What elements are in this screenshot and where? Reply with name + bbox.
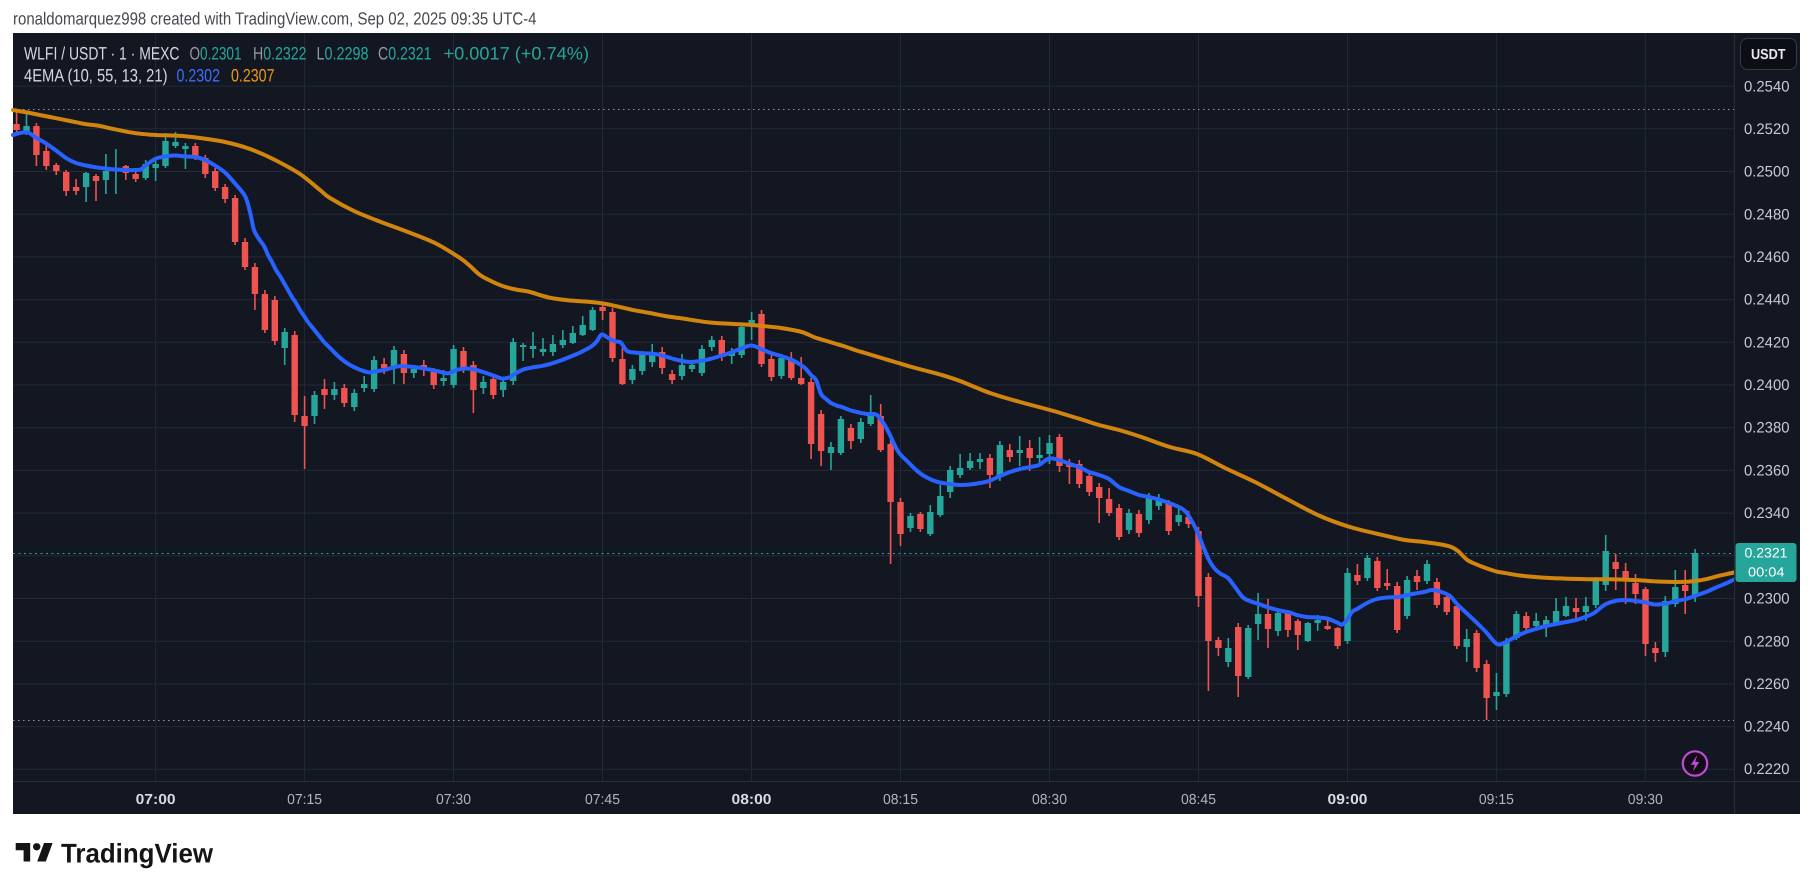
svg-text:L0.2298: L0.2298 [317,44,369,64]
svg-text:07:45: 07:45 [585,792,620,808]
svg-text:4EMA (10, 55, 13, 21): 4EMA (10, 55, 13, 21) [24,66,168,86]
svg-text:+0.0017 (+0.74%): +0.0017 (+0.74%) [444,44,590,64]
svg-text:0.2360: 0.2360 [1744,463,1790,480]
svg-text:O0.2301: O0.2301 [190,44,242,64]
svg-text:09:30: 09:30 [1628,792,1663,808]
svg-text:0.2280: 0.2280 [1744,634,1790,651]
svg-text:H0.2322: H0.2322 [253,44,307,64]
svg-text:WLFI / USDT · 1 · MEXC: WLFI / USDT · 1 · MEXC [24,44,180,64]
svg-text:0.2380: 0.2380 [1744,420,1790,437]
svg-text:0.2400: 0.2400 [1744,377,1790,394]
svg-text:0.2460: 0.2460 [1744,249,1790,266]
svg-text:0.2440: 0.2440 [1744,292,1790,309]
svg-text:07:00: 07:00 [136,792,176,808]
svg-text:0.2307: 0.2307 [231,66,275,86]
svg-text:0.2340: 0.2340 [1744,505,1790,522]
svg-text:0.2520: 0.2520 [1744,121,1790,138]
svg-text:TradingView: TradingView [61,839,214,869]
svg-text:0.2420: 0.2420 [1744,335,1790,352]
svg-text:C0.2321: C0.2321 [378,44,432,64]
svg-text:0.2500: 0.2500 [1744,164,1790,181]
svg-text:USDT: USDT [1751,47,1786,63]
svg-text:0.2480: 0.2480 [1744,207,1790,224]
svg-text:0.2540: 0.2540 [1744,79,1790,96]
svg-text:0.2260: 0.2260 [1744,676,1790,693]
svg-text:0.2302: 0.2302 [177,66,221,86]
svg-text:09:00: 09:00 [1328,792,1368,808]
svg-text:08:00: 08:00 [732,792,772,808]
svg-text:08:30: 08:30 [1032,792,1067,808]
svg-text:08:45: 08:45 [1181,792,1216,808]
svg-text:09:15: 09:15 [1479,792,1514,808]
svg-text:0.2321: 0.2321 [1745,546,1788,561]
svg-text:08:15: 08:15 [883,792,918,808]
svg-text:ronaldomarquez998 created with: ronaldomarquez998 created with TradingVi… [13,9,537,29]
svg-text:0.2240: 0.2240 [1744,719,1790,736]
svg-text:00:04: 00:04 [1748,565,1785,580]
svg-text:07:30: 07:30 [436,792,471,808]
svg-text:0.2300: 0.2300 [1744,591,1790,608]
svg-text:0.2220: 0.2220 [1744,761,1790,778]
svg-text:07:15: 07:15 [287,792,322,808]
